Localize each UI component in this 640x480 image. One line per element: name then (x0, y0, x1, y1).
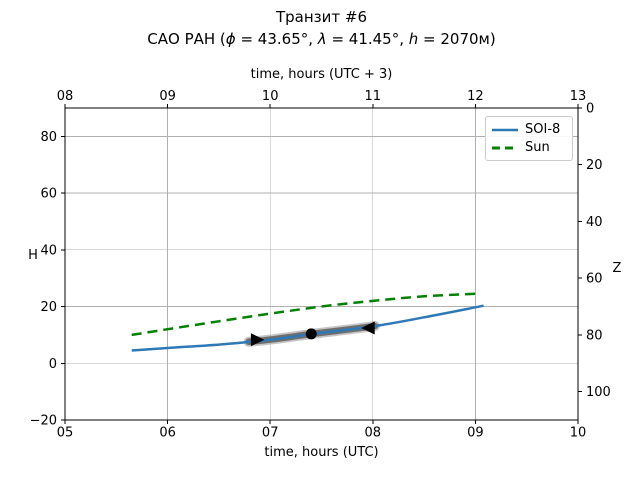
soi8-curve (131, 304, 484, 352)
tick-label-y-right: 80 (586, 328, 603, 343)
plot-frame (64, 107, 579, 421)
sun-curve (131, 292, 481, 337)
legend-item-soi8: SOI-8 (492, 122, 566, 137)
tick-label-x-top: 12 (467, 89, 484, 104)
subtitle-part: λ (317, 30, 327, 48)
tick-label-x-bottom: 06 (159, 426, 176, 441)
tick-label-x-top: 13 (570, 89, 587, 104)
tick-label-y-right: 100 (586, 385, 611, 400)
legend: SOI-8 Sun (485, 116, 573, 161)
tick-label-x-top: 09 (159, 89, 176, 104)
tick-label-x-bottom: 09 (467, 426, 484, 441)
soi8-line-swatch (492, 128, 518, 131)
subtitle-part: САО РАН ( (147, 30, 226, 48)
tick-label-y-left: 80 (40, 130, 57, 145)
y-axis-label-right: Z (612, 261, 622, 276)
subtitle-part: = 2070м) (418, 30, 496, 48)
tick-label-x-bottom: 05 (57, 426, 74, 441)
tick-label-x-bottom: 08 (365, 426, 382, 441)
tick-label-x-bottom: 07 (262, 426, 279, 441)
tick-label-y-left: 0 (49, 357, 57, 372)
transit-end-marker (361, 321, 375, 335)
tick-label-y-left: −20 (30, 414, 57, 429)
x-axis-label-bottom: time, hours (UTC) (264, 445, 379, 460)
subtitle-part: ϕ (225, 30, 236, 48)
tick-label-y-left: 20 (40, 300, 57, 315)
tick-label-y-right: 0 (586, 102, 594, 117)
legend-label-soi8: SOI-8 (525, 122, 561, 137)
tick-label-y-right: 20 (586, 158, 603, 173)
tick-label-x-bottom: 10 (570, 426, 587, 441)
y-axis-label-left: H (28, 248, 38, 263)
tick-label-y-left: 40 (40, 243, 57, 258)
tick-label-y-right: 60 (586, 272, 603, 287)
subtitle-part: = 43.65°, (235, 30, 318, 48)
legend-label-sun: Sun (525, 140, 550, 155)
transit-start-marker (250, 333, 265, 347)
tick-label-y-left: 60 (40, 187, 57, 202)
culmination-marker (305, 328, 317, 340)
chart-subtitle: САО РАН (ϕ = 43.65°, λ = 41.45°, h = 207… (65, 28, 578, 50)
subtitle-part: = 41.45°, (326, 30, 409, 48)
chart-title: Транзит #6 (275, 8, 368, 26)
tick-label-x-top: 08 (57, 89, 74, 104)
tick-label-x-top: 10 (262, 89, 279, 104)
x-axis-label-top: time, hours (UTC + 3) (250, 67, 393, 82)
subtitle-part: h (408, 30, 419, 48)
legend-item-sun: Sun (492, 140, 566, 155)
title-block: Транзит #6 САО РАН (ϕ = 43.65°, λ = 41.4… (65, 6, 578, 50)
tick-label-y-right: 40 (586, 215, 603, 230)
tick-label-x-top: 11 (365, 89, 382, 104)
sun-line-swatch (492, 146, 518, 149)
